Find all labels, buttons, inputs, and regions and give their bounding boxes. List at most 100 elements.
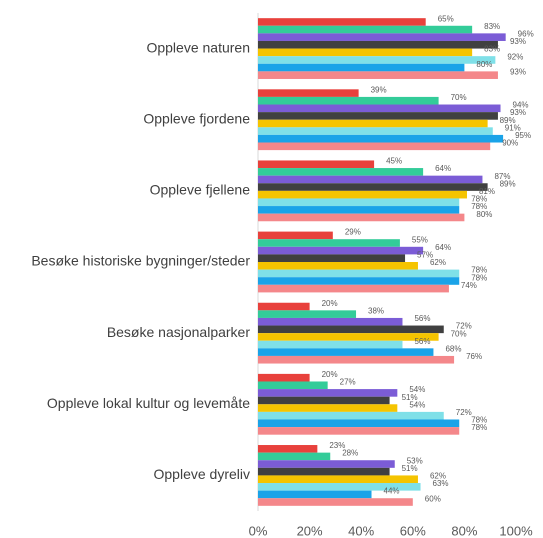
value-label: 72% <box>456 322 472 331</box>
bar <box>258 206 460 214</box>
value-label: 55% <box>412 235 428 244</box>
bar <box>258 175 483 184</box>
bar <box>258 467 390 476</box>
bar <box>258 190 467 199</box>
bar <box>258 18 426 26</box>
bar <box>258 498 413 506</box>
value-label: 78% <box>471 266 487 275</box>
value-label: 68% <box>445 344 461 353</box>
value-label: 63% <box>433 479 449 488</box>
bar <box>258 40 498 49</box>
value-label: 44% <box>384 487 400 496</box>
value-label: 39% <box>371 85 387 94</box>
bar <box>258 33 506 41</box>
value-label: 64% <box>435 164 451 173</box>
value-label: 62% <box>430 258 446 267</box>
value-label: 81% <box>479 187 495 196</box>
bar <box>258 183 488 191</box>
value-label: 91% <box>505 123 521 132</box>
bar <box>258 381 328 390</box>
value-label: 60% <box>425 494 441 503</box>
y-tick-label: Besøke nasjonalparker <box>107 324 251 340</box>
value-label: 94% <box>513 101 529 110</box>
value-label: 53% <box>407 456 423 465</box>
bar <box>258 25 473 34</box>
value-label: 80% <box>476 210 492 219</box>
value-label: 83% <box>484 22 500 31</box>
value-label: 76% <box>466 352 482 361</box>
value-label: 87% <box>494 172 510 181</box>
y-tick-label: Oppleve lokal kultur og levemåte <box>47 395 250 411</box>
value-label: 96% <box>518 29 534 38</box>
value-label: 80% <box>476 60 492 69</box>
value-label: 70% <box>451 329 467 338</box>
value-label: 56% <box>414 337 430 346</box>
x-tick-label: 60% <box>400 523 426 538</box>
value-label: 93% <box>510 108 526 117</box>
bar <box>258 445 318 453</box>
value-label: 51% <box>402 393 418 402</box>
bar <box>258 112 498 120</box>
bar <box>258 269 460 278</box>
value-label: 78% <box>471 195 487 204</box>
bar <box>258 333 439 341</box>
bar <box>258 89 359 97</box>
x-tick-label: 0% <box>249 523 268 538</box>
bar <box>258 262 418 270</box>
value-label: 64% <box>435 243 451 252</box>
bar <box>258 104 501 113</box>
bar <box>258 389 398 397</box>
value-label: 70% <box>451 93 467 102</box>
bar <box>258 317 403 326</box>
value-label: 90% <box>502 139 518 148</box>
value-label: 89% <box>500 116 516 125</box>
x-tick-label: 100% <box>499 523 533 538</box>
x-tick-label: 80% <box>451 523 477 538</box>
bar <box>258 490 372 499</box>
value-label: 54% <box>409 400 425 409</box>
value-label: 20% <box>322 370 338 379</box>
bar <box>258 277 460 285</box>
value-label: 38% <box>368 306 384 315</box>
bar <box>258 396 390 405</box>
bar <box>258 71 498 79</box>
bar <box>258 460 395 468</box>
bar <box>258 302 310 311</box>
value-label: 72% <box>456 408 472 417</box>
bar <box>258 340 403 349</box>
value-label: 78% <box>471 273 487 282</box>
value-label: 78% <box>471 416 487 425</box>
value-label: 54% <box>409 385 425 394</box>
y-tick-label: Oppleve naturen <box>146 39 250 55</box>
value-label: 56% <box>414 314 430 323</box>
value-label: 27% <box>340 378 356 387</box>
bar <box>258 134 504 143</box>
value-label: 78% <box>471 202 487 211</box>
bar <box>258 325 444 334</box>
y-tick-label: Oppleve fjellene <box>150 182 251 198</box>
bar <box>258 419 460 428</box>
bar <box>258 475 418 484</box>
bar <box>258 427 460 435</box>
bar <box>258 246 424 255</box>
bar <box>258 284 449 293</box>
y-tick-label: Besøke historiske bygninger/steder <box>31 253 250 269</box>
bar <box>258 63 465 72</box>
value-label: 65% <box>438 14 454 23</box>
bar <box>258 213 465 222</box>
bar <box>258 96 439 105</box>
bar <box>258 411 444 420</box>
bar <box>258 160 375 169</box>
x-tick-label: 20% <box>297 523 323 538</box>
bar <box>258 198 460 207</box>
value-label: 62% <box>430 472 446 481</box>
value-label: 74% <box>461 281 477 290</box>
y-tick-label: Oppleve dyreliv <box>154 466 251 482</box>
value-label: 28% <box>342 449 358 458</box>
bar <box>258 127 493 135</box>
bar <box>258 231 333 240</box>
bar <box>258 373 310 382</box>
value-label: 51% <box>402 464 418 473</box>
value-label: 23% <box>329 441 345 450</box>
bar <box>258 56 496 64</box>
